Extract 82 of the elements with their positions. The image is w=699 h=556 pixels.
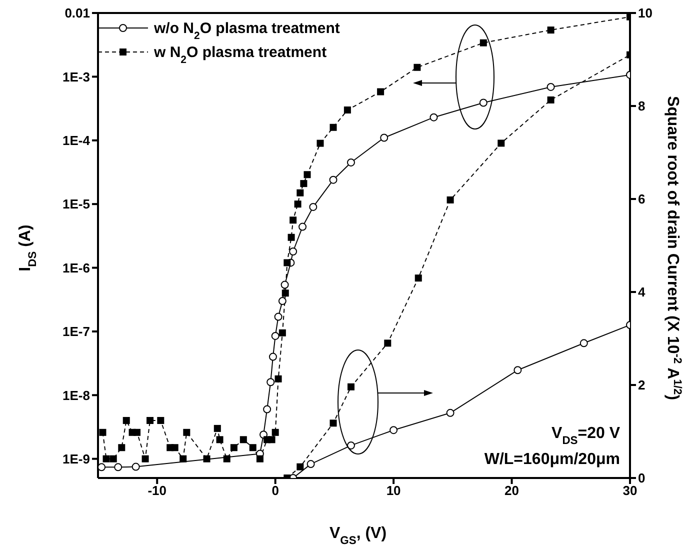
point <box>142 455 149 462</box>
x-tick-label: 30 <box>622 483 638 498</box>
point <box>288 234 295 241</box>
point <box>183 428 190 436</box>
point <box>316 140 324 147</box>
point <box>180 455 187 462</box>
y-tick-label: 1E-6 <box>62 260 90 276</box>
point <box>214 424 221 432</box>
point <box>278 297 286 306</box>
point <box>122 416 130 424</box>
point <box>480 39 487 46</box>
point <box>282 290 289 297</box>
point <box>268 436 276 444</box>
point <box>414 64 421 71</box>
y2-tick-label: 8 <box>638 98 646 114</box>
point <box>268 352 277 361</box>
point <box>249 444 256 452</box>
point <box>377 88 384 96</box>
point <box>271 332 280 340</box>
point <box>300 180 308 188</box>
point <box>278 329 286 336</box>
y-tick-label: 1E-9 <box>62 451 90 466</box>
point <box>284 259 291 266</box>
point <box>263 405 272 414</box>
point <box>118 444 126 452</box>
x-tick-label: 10 <box>386 483 401 498</box>
point <box>309 202 318 211</box>
point <box>380 134 388 142</box>
point <box>134 428 141 436</box>
point <box>290 216 297 224</box>
point <box>329 176 338 184</box>
annotation: V$_{DS}$=20 V <box>552 425 620 447</box>
point <box>110 455 117 462</box>
point <box>274 312 282 321</box>
point <box>171 444 178 452</box>
y-tick-label: 1E-7 <box>62 324 90 340</box>
point <box>146 416 154 424</box>
point <box>304 171 311 178</box>
point <box>294 200 302 208</box>
annotation: W/L=160μm/20μm <box>484 451 620 468</box>
y2-tick-label: 6 <box>638 192 646 207</box>
point <box>203 455 210 462</box>
point <box>99 428 106 436</box>
point <box>223 455 230 462</box>
point <box>132 462 140 471</box>
point <box>289 248 298 256</box>
point <box>114 463 122 472</box>
point <box>274 375 282 382</box>
point <box>346 158 355 166</box>
y2-tick-label: 0 <box>638 470 646 486</box>
legend-label: w/o N$_{2}$O plasma treatment <box>153 20 340 42</box>
point <box>256 455 264 462</box>
y-tick-label: 1E-5 <box>62 196 90 212</box>
point <box>479 98 488 107</box>
point <box>344 106 351 114</box>
point <box>547 26 554 34</box>
point <box>430 113 438 122</box>
point <box>280 280 289 289</box>
y-tick-label: 1E-4 <box>62 132 91 148</box>
y-tick-label: 0.01 <box>64 6 90 21</box>
x-tick-label: 20 <box>504 483 520 498</box>
y2-tick-label: 4 <box>638 284 646 300</box>
point <box>546 82 555 91</box>
point <box>216 436 224 444</box>
y2-tick-label: 2 <box>638 378 646 393</box>
y-tick-label: 1E-8 <box>62 388 90 403</box>
point <box>330 124 337 131</box>
y-tick-label: 1E-3 <box>62 69 90 84</box>
point <box>296 189 304 196</box>
x-tick-label: 0 <box>272 483 279 498</box>
point <box>157 416 164 424</box>
legend-label: w N$_{2}$O plasma treatment <box>153 44 327 66</box>
point <box>240 436 247 444</box>
point <box>272 428 279 436</box>
x-axis-title: V$_{GS}$, (V) <box>329 525 387 547</box>
point <box>98 463 106 472</box>
point <box>102 455 110 462</box>
y2-tick-label: 10 <box>638 6 652 21</box>
point <box>266 378 275 386</box>
x-tick-label: -10 <box>148 483 167 498</box>
point <box>298 222 307 231</box>
point <box>230 444 238 452</box>
